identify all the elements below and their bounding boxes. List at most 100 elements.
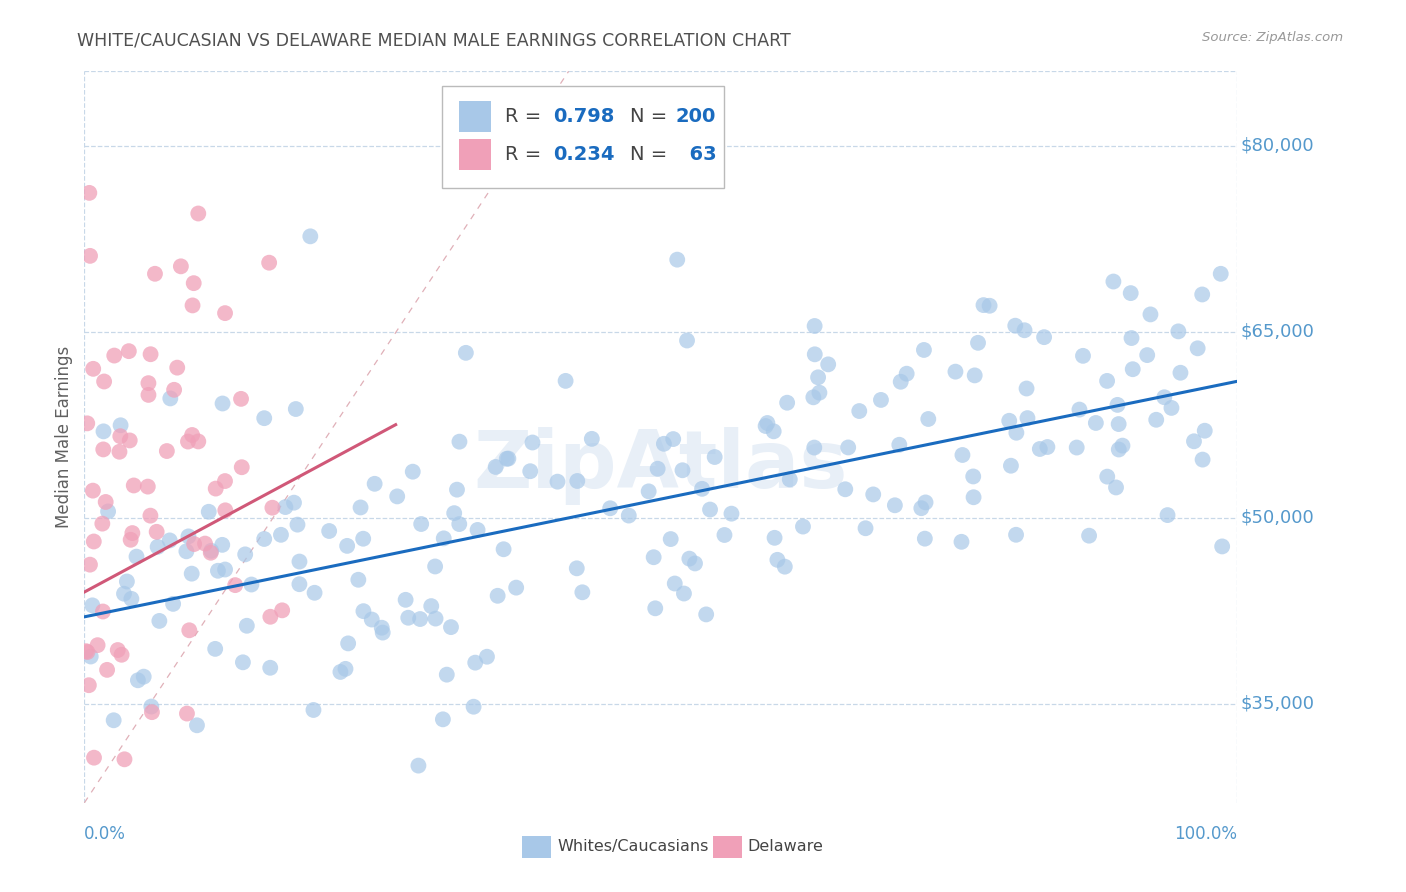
Whites/Caucasians [498, 451, 520, 466]
Whites/Caucasians [259, 661, 281, 675]
Delaware [194, 536, 217, 550]
Whites/Caucasians [1209, 267, 1232, 281]
Whites/Caucasians [652, 437, 675, 451]
Whites/Caucasians [1066, 441, 1088, 455]
Whites/Caucasians [148, 614, 170, 628]
Whites/Caucasians [186, 718, 208, 732]
Whites/Caucasians [762, 425, 785, 439]
Whites/Caucasians [571, 585, 593, 599]
Whites/Caucasians [1194, 424, 1216, 438]
Whites/Caucasians [837, 441, 859, 455]
Whites/Caucasians [1182, 434, 1205, 449]
Delaware [200, 546, 222, 560]
Whites/Caucasians [1036, 440, 1059, 454]
Whites/Caucasians [352, 604, 374, 618]
FancyBboxPatch shape [441, 86, 724, 188]
Whites/Caucasians [127, 673, 149, 688]
Whites/Caucasians [1017, 411, 1039, 425]
Delaware [79, 186, 101, 200]
Whites/Caucasians [896, 367, 918, 381]
Text: $35,000: $35,000 [1240, 695, 1315, 713]
Whites/Caucasians [792, 519, 814, 533]
Whites/Caucasians [803, 347, 825, 361]
Whites/Caucasians [337, 636, 360, 650]
Whites/Caucasians [776, 395, 799, 409]
Whites/Caucasians [763, 531, 786, 545]
Whites/Caucasians [779, 472, 801, 486]
Whites/Caucasians [855, 521, 877, 535]
Delaware [181, 298, 204, 312]
Whites/Caucasians [1004, 318, 1026, 333]
Delaware [93, 375, 115, 389]
Whites/Caucasians [464, 656, 486, 670]
Whites/Caucasians [998, 414, 1021, 428]
Delaware [138, 388, 160, 402]
Whites/Caucasians [274, 500, 297, 514]
Whites/Caucasians [432, 712, 454, 726]
Whites/Caucasians [1119, 286, 1142, 301]
Delaware [118, 344, 141, 359]
Delaware [176, 706, 198, 721]
Whites/Caucasians [302, 703, 325, 717]
Text: ZipAtlas: ZipAtlas [474, 427, 848, 506]
Delaware [138, 376, 160, 391]
Delaware [136, 480, 159, 494]
Whites/Caucasians [253, 411, 276, 425]
Bar [460, 102, 491, 132]
Whites/Caucasians [486, 589, 509, 603]
Whites/Caucasians [443, 506, 465, 520]
Whites/Caucasians [396, 611, 419, 625]
Text: $50,000: $50,000 [1240, 508, 1315, 526]
Whites/Caucasians [159, 392, 181, 406]
Y-axis label: Median Male Earnings: Median Male Earnings [55, 346, 73, 528]
Whites/Caucasians [950, 534, 973, 549]
Whites/Caucasians [672, 586, 695, 600]
Whites/Caucasians [115, 574, 138, 589]
Whites/Caucasians [808, 385, 831, 400]
Whites/Caucasians [425, 611, 447, 625]
Whites/Caucasians [1170, 366, 1192, 380]
Delaware [107, 643, 129, 657]
Whites/Caucasians [979, 299, 1001, 313]
Delaware [75, 644, 97, 658]
Whites/Caucasians [962, 469, 984, 483]
Whites/Caucasians [664, 576, 686, 591]
Whites/Caucasians [817, 357, 839, 371]
Whites/Caucasians [197, 505, 219, 519]
Text: $65,000: $65,000 [1240, 323, 1315, 341]
Delaware [259, 609, 281, 624]
Whites/Caucasians [1102, 275, 1125, 289]
Delaware [110, 429, 132, 443]
Whites/Caucasians [352, 532, 374, 546]
Whites/Caucasians [449, 517, 471, 532]
Whites/Caucasians [1084, 416, 1107, 430]
Delaware [163, 383, 186, 397]
Whites/Caucasians [409, 612, 432, 626]
Whites/Caucasians [299, 229, 322, 244]
Delaware [91, 516, 114, 531]
Whites/Caucasians [97, 504, 120, 518]
Delaware [141, 705, 163, 719]
Whites/Caucasians [214, 562, 236, 576]
Whites/Caucasians [972, 298, 994, 312]
Whites/Caucasians [952, 448, 974, 462]
Whites/Caucasians [659, 532, 682, 546]
Whites/Caucasians [110, 418, 132, 433]
Whites/Caucasians [945, 365, 967, 379]
Delaware [79, 249, 101, 263]
Whites/Caucasians [1139, 307, 1161, 321]
Whites/Caucasians [889, 438, 911, 452]
Whites/Caucasians [495, 451, 517, 466]
Delaware [224, 578, 246, 592]
Whites/Caucasians [599, 501, 621, 516]
Whites/Caucasians [870, 392, 893, 407]
Delaware [143, 267, 166, 281]
Whites/Caucasians [1015, 382, 1038, 396]
Whites/Caucasians [1121, 331, 1143, 345]
Bar [460, 139, 491, 170]
Whites/Caucasians [671, 463, 693, 477]
Delaware [187, 434, 209, 449]
Whites/Caucasians [475, 649, 498, 664]
Whites/Caucasians [112, 587, 135, 601]
Delaware [177, 434, 200, 449]
